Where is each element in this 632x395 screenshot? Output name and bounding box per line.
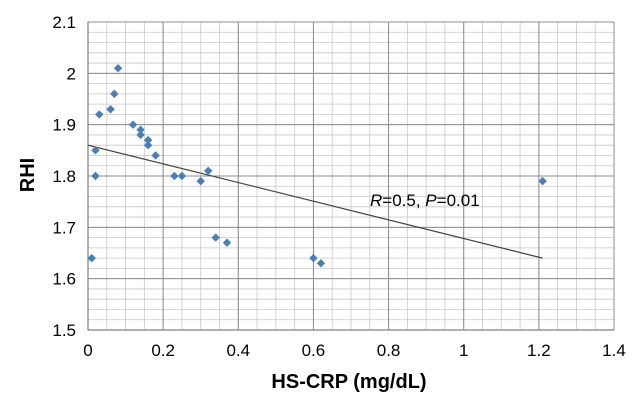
- x-tick-label: 1: [459, 341, 468, 360]
- data-point: [143, 141, 153, 150]
- tick-labels: 0 0.2 0.4 0.6 0.8 1 1.2 1.4 1.5 1.6 1.7 1.8 1.9 2 2.1: [52, 13, 625, 360]
- axes: [87, 22, 614, 331]
- y-tick-label: 1.9: [52, 116, 76, 135]
- x-axis-title: HS-CRP (mg/dL): [271, 371, 426, 393]
- data-point: [91, 171, 100, 181]
- data-point: [95, 110, 104, 119]
- x-tick-label: 0.6: [302, 341, 326, 360]
- data-point: [151, 151, 160, 160]
- data-point: [538, 176, 547, 186]
- y-tick-label: 2: [67, 64, 76, 83]
- data-point: [136, 125, 145, 134]
- data-point: [204, 166, 213, 176]
- data-point: [196, 176, 205, 186]
- correlation-annotation: R=0.5, P=0.01: [370, 191, 480, 210]
- p-value: =0.01: [437, 191, 480, 210]
- trendline: [87, 144, 543, 259]
- y-tick-label: 1.6: [52, 270, 76, 289]
- y-tick-label: 2.1: [52, 13, 76, 32]
- x-tick-label: 0.4: [226, 341, 250, 360]
- x-tick-label: 0: [83, 341, 92, 360]
- r-label: R: [370, 191, 382, 210]
- r-value: =0.5,: [382, 191, 425, 210]
- x-tick-label: 0.8: [377, 341, 401, 360]
- data-point: [211, 233, 220, 242]
- trendline-group: [87, 144, 543, 259]
- data-point: [309, 253, 318, 263]
- data-point: [110, 89, 119, 99]
- y-tick-label: 1.5: [52, 321, 76, 340]
- data-point: [113, 64, 123, 73]
- data-point: [106, 105, 115, 114]
- y-tick-label: 1.8: [52, 167, 76, 186]
- grid: [87, 21, 615, 331]
- y-tick-label: 1.7: [52, 218, 76, 237]
- data-point: [170, 171, 179, 181]
- data-point: [87, 253, 96, 263]
- x-tick-label: 1.4: [602, 341, 626, 360]
- data-point: [136, 130, 145, 140]
- data-point: [222, 238, 232, 247]
- x-tick-label: 0.2: [151, 341, 175, 360]
- data-point: [128, 120, 138, 129]
- data-points: [87, 64, 547, 268]
- data-point: [143, 135, 153, 145]
- p-label: P: [425, 191, 437, 210]
- x-tick-label: 1.2: [527, 341, 551, 360]
- data-point: [316, 259, 326, 268]
- y-axis-title: RHI: [17, 158, 39, 192]
- data-point: [177, 171, 187, 181]
- data-point: [91, 146, 100, 155]
